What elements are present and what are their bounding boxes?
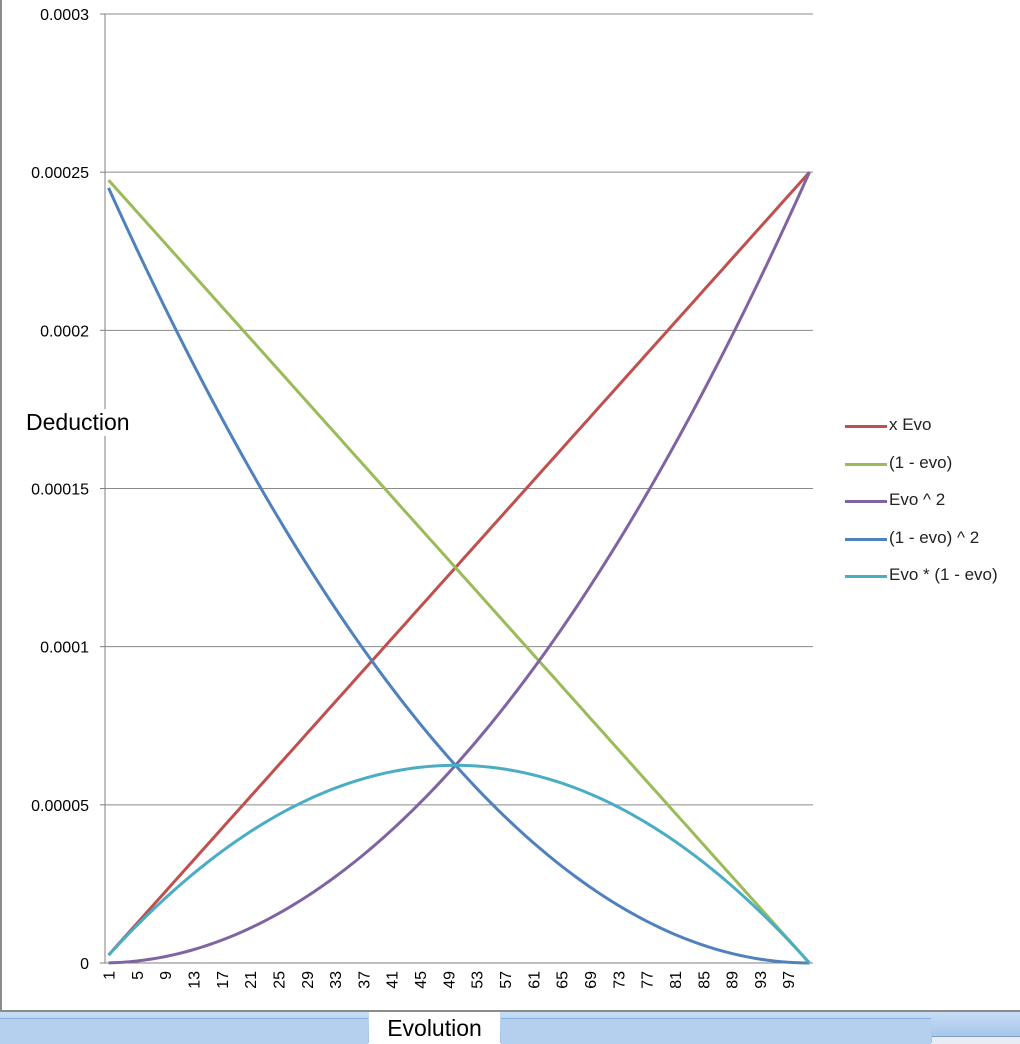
- series-line-3: [108, 171, 811, 965]
- x-tick-label: 45: [413, 971, 430, 989]
- legend-swatch-evo-times-one-minus-evo: [845, 575, 887, 578]
- x-tick-label: 33: [328, 971, 345, 989]
- x-tick-label: 81: [668, 971, 685, 989]
- y-tick-label: 0.0001: [40, 640, 89, 657]
- legend-label: Evo * (1 - evo): [889, 565, 998, 584]
- x-tick-label: 41: [385, 971, 402, 989]
- legend-label: x Evo: [889, 415, 932, 434]
- x-tick-label: 89: [725, 971, 742, 989]
- x-tick-label: 65: [555, 971, 572, 989]
- y-tick-label: 0.00005: [31, 798, 89, 815]
- x-tick-label: 49: [441, 971, 458, 989]
- x-tick-label: 77: [640, 971, 657, 989]
- x-tick-label: 29: [300, 971, 317, 989]
- x-tick-label: 25: [271, 971, 288, 989]
- x-tick-label: 13: [187, 971, 204, 989]
- x-tick-label: 5: [130, 971, 147, 980]
- x-tick-label: 57: [498, 971, 515, 989]
- x-tick-label: 9: [158, 971, 175, 980]
- y-tick-label: 0: [80, 956, 89, 973]
- x-tick-label: 97: [781, 971, 798, 989]
- y-axis-title: Deduction: [24, 409, 132, 436]
- legend-swatch-one-minus-evo: [845, 462, 887, 466]
- legend-swatch-x-evo: [845, 425, 887, 428]
- x-tick-label: 17: [215, 971, 232, 989]
- x-axis-title: Evolution: [369, 1012, 500, 1043]
- legend-label: Evo ^ 2: [889, 490, 946, 509]
- legend-swatch-one-minus-evo-squared: [845, 537, 887, 541]
- legend-label: (1 - evo) ^ 2: [889, 527, 980, 547]
- y-tick-label: 0.00015: [31, 482, 89, 499]
- x-tick-label: 37: [356, 971, 373, 989]
- axes: [100, 13, 813, 964]
- plot-svg: 0 0.00005 0.0001 0.00015 0.0002 0.00025 0.0003…: [31, 7, 813, 989]
- y-tick-label: 0.0003: [40, 7, 89, 24]
- legend-label: (1 - evo): [889, 452, 953, 472]
- horizontal-scrollbar[interactable]: [932, 1036, 1020, 1044]
- series-line-5: [107, 763, 811, 965]
- series-line-2: [107, 179, 811, 965]
- x-tick-label: 21: [243, 971, 260, 989]
- spreadsheet-bottom-strip: [0, 1012, 1020, 1044]
- y-tick-label: 0.00025: [31, 165, 89, 182]
- strip-cell-right: [501, 1018, 931, 1044]
- x-tick-labels: 1 5 9 13 17 21 25 29 33 37 41 45 49 53 57 61 65 69 73 77 81 8…: [102, 971, 799, 989]
- legend-swatch-evo-squared: [845, 500, 887, 503]
- gridlines: [105, 13, 813, 806]
- x-tick-label: 61: [526, 971, 543, 989]
- chart-area[interactable]: 0 0.00005 0.0001 0.00015 0.0002 0.00025 0.0003…: [0, 0, 1020, 1012]
- y-tick-label: 0.0002: [40, 323, 89, 340]
- strip-cell-left: [0, 1018, 368, 1044]
- series-lines: [107, 171, 811, 965]
- x-tick-label: 69: [583, 971, 600, 989]
- x-tick-label: 73: [611, 971, 628, 989]
- series-line-4: [107, 187, 810, 965]
- y-tick-labels: 0 0.00005 0.0001 0.00015 0.0002 0.00025 0.0003: [31, 7, 89, 973]
- x-tick-label: 85: [696, 971, 713, 989]
- series-line-1: [107, 171, 811, 957]
- x-tick-label: 1: [102, 971, 119, 980]
- x-tick-label: 53: [470, 971, 487, 989]
- x-tick-label: 93: [753, 971, 770, 989]
